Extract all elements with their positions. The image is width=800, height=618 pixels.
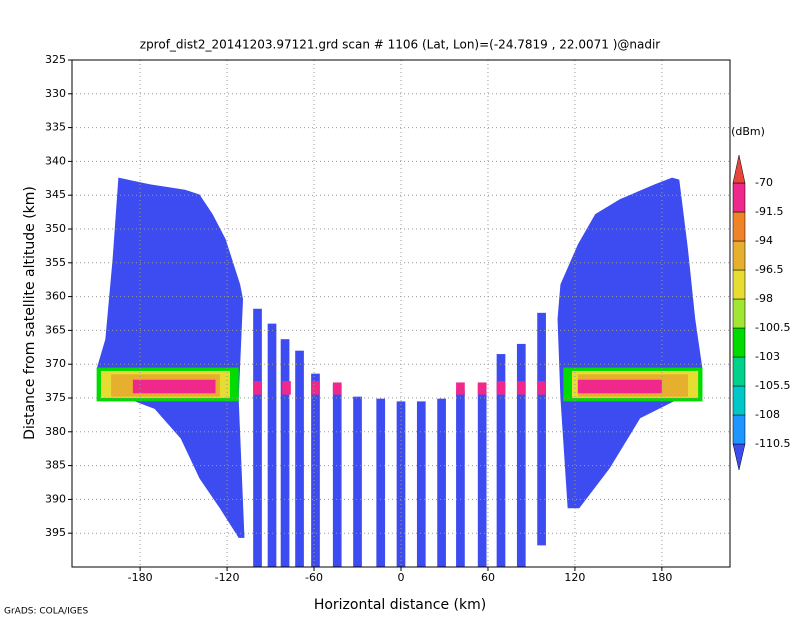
y-tick-label: 325: [45, 53, 66, 66]
colorbar-label: -108: [755, 408, 780, 421]
colorbar-label: -110.5: [755, 437, 790, 450]
colorbar-label: -70: [755, 176, 773, 189]
colorbar-label: -96.5: [755, 263, 783, 276]
strip: [280, 339, 290, 567]
echo: [516, 381, 526, 395]
x-tick-label: 0: [398, 571, 405, 584]
x-tick-label: 180: [651, 571, 672, 584]
swath: [96, 177, 245, 538]
echo: [253, 381, 262, 395]
x-tick-label: -180: [128, 571, 153, 584]
colorbar-cell: [732, 327, 746, 358]
strip: [332, 383, 342, 567]
y-tick-label: 360: [45, 290, 66, 303]
y-tick-label: 330: [45, 87, 66, 100]
strip: [311, 373, 320, 567]
colorbar-cell: [732, 385, 746, 416]
echo: [477, 382, 487, 395]
y-tick-label: 340: [45, 154, 66, 167]
strip: [496, 354, 506, 567]
x-tick-label: -60: [305, 571, 323, 584]
plot-area: [96, 177, 703, 567]
y-tick-label: 365: [45, 323, 66, 336]
chart-title: zprof_dist2_20141203.97121.grd scan # 11…: [140, 38, 661, 52]
strip: [295, 350, 304, 567]
echo: [132, 379, 216, 394]
strip: [416, 401, 426, 567]
y-tick-label: 335: [45, 121, 66, 134]
colorbar-label: -103: [755, 350, 780, 363]
echo: [332, 382, 342, 395]
strip: [537, 312, 546, 546]
colorbar-cell: [732, 240, 746, 271]
y-tick-label: 375: [45, 391, 66, 404]
y-tick-label: 395: [45, 526, 66, 539]
x-tick-label: 120: [564, 571, 585, 584]
strip: [477, 383, 487, 567]
colorbar-cell: [732, 182, 746, 213]
y-tick-label: 380: [45, 425, 66, 438]
swath: [557, 177, 703, 509]
y-tick-label: 385: [45, 459, 66, 472]
y-tick-label: 370: [45, 357, 66, 370]
colorbar-cell: [732, 211, 746, 242]
y-tick-label: 390: [45, 492, 66, 505]
strip: [376, 398, 386, 567]
colorbar-cell: [732, 298, 746, 329]
colorbar-unit: (dBm): [731, 125, 765, 138]
colorbar-label: -105.5: [755, 379, 790, 392]
x-axis-label: Horizontal distance (km): [314, 597, 486, 613]
strip: [456, 390, 465, 567]
plot-frame: [71, 59, 731, 568]
y-axis-label: Distance from satellite altitude (km): [22, 186, 38, 440]
colorbar-cell: [732, 269, 746, 300]
echo: [311, 381, 320, 395]
y-tick-label: 355: [45, 256, 66, 269]
echo: [456, 382, 465, 395]
colorbar-label: -100.5: [755, 321, 790, 334]
colorbar-label: -91.5: [755, 205, 783, 218]
footer: GrADS: COLA/IGES: [4, 607, 88, 617]
colorbar-label: -98: [755, 292, 773, 305]
colorbar-cell: [732, 154, 746, 184]
strip: [437, 398, 446, 567]
x-tick-label: -120: [215, 571, 240, 584]
x-tick-label: 60: [481, 571, 495, 584]
strip: [516, 343, 526, 567]
strip: [253, 308, 262, 567]
echo: [496, 381, 506, 395]
colorbar-label: -94: [755, 234, 773, 247]
colorbar-cell: [732, 414, 746, 445]
echo: [537, 381, 546, 395]
colorbar-cell: [732, 443, 746, 471]
colorbar-cell: [732, 356, 746, 387]
echo: [282, 381, 291, 395]
echo: [577, 379, 662, 394]
y-tick-label: 350: [45, 222, 66, 235]
y-tick-label: 345: [45, 188, 66, 201]
strip: [353, 396, 362, 567]
strip: [267, 323, 277, 567]
